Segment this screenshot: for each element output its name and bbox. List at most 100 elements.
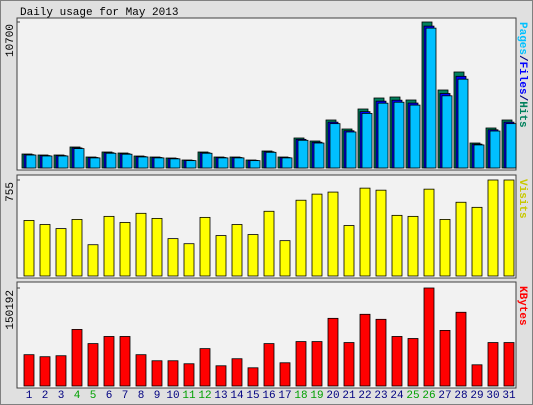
bar <box>295 199 307 277</box>
bar-group <box>343 342 355 387</box>
bar <box>391 214 403 277</box>
bar-group <box>167 238 179 277</box>
bar-group <box>135 354 147 387</box>
bar <box>103 215 115 277</box>
bar <box>295 341 307 387</box>
bar-group <box>199 216 211 277</box>
bar <box>151 360 163 387</box>
bar-group <box>295 199 307 277</box>
x-tick-label: 14 <box>230 390 244 402</box>
bar <box>327 191 339 277</box>
bar <box>183 363 195 387</box>
bar-group <box>23 220 35 277</box>
bar-group <box>231 358 243 387</box>
bar-group <box>311 341 323 387</box>
bar-group <box>87 244 99 277</box>
bar <box>73 148 85 169</box>
bar-group <box>391 214 403 277</box>
x-tick-label: 25 <box>406 390 419 402</box>
x-tick-label: 30 <box>486 390 499 402</box>
x-tick-label: 5 <box>90 390 97 402</box>
bar <box>121 153 133 169</box>
bar-group <box>375 189 387 277</box>
x-tick-label: 31 <box>502 390 516 402</box>
bar-group <box>249 160 261 169</box>
x-tick-label: 29 <box>470 390 483 402</box>
bar-group <box>359 313 371 387</box>
x-tick-label: 3 <box>58 390 65 402</box>
x-tick-label: 10 <box>166 390 179 402</box>
legend: KBytes <box>516 286 528 326</box>
bar-group <box>137 156 149 169</box>
bar-group <box>487 342 499 387</box>
bar-group <box>151 217 163 277</box>
bar <box>359 313 371 387</box>
bar-group <box>407 338 419 387</box>
bar <box>39 224 51 277</box>
bar <box>55 228 67 277</box>
x-tick-label: 2 <box>42 390 49 402</box>
legend-item: KBytes <box>516 286 528 326</box>
bar <box>329 123 341 169</box>
bar-group <box>103 215 115 277</box>
bar <box>199 348 211 387</box>
bar-group <box>265 151 277 169</box>
bar <box>407 338 419 387</box>
bar-group <box>71 329 83 387</box>
bar-group <box>393 101 405 169</box>
bar <box>87 343 99 387</box>
bar-group <box>471 364 483 387</box>
bar <box>391 336 403 387</box>
bar-group <box>503 179 515 277</box>
bar <box>393 101 405 169</box>
bar-group <box>41 155 53 169</box>
bar-group <box>39 356 51 387</box>
bar-group <box>105 152 117 169</box>
bar <box>375 189 387 277</box>
bar-group <box>407 215 419 277</box>
bar <box>247 234 259 277</box>
bar-group <box>281 157 293 169</box>
bar <box>167 360 179 387</box>
bar-group <box>327 317 339 387</box>
bar <box>503 179 515 277</box>
bar-group <box>55 228 67 277</box>
bar <box>233 157 245 169</box>
bar-group <box>441 95 453 169</box>
bar <box>247 367 259 387</box>
bar <box>343 225 355 277</box>
bar-group <box>311 193 323 277</box>
bar <box>105 152 117 169</box>
bar <box>87 244 99 277</box>
bar <box>71 329 83 387</box>
bar <box>407 215 419 277</box>
bar <box>231 224 243 277</box>
bar <box>313 142 325 169</box>
bar-group <box>201 152 213 169</box>
bar <box>487 179 499 277</box>
x-tick-label: 7 <box>122 390 129 402</box>
y-tick-label: 755 <box>5 182 17 202</box>
bar <box>265 151 277 169</box>
bar <box>487 342 499 387</box>
bar <box>263 343 275 387</box>
bar <box>311 193 323 277</box>
x-tick-label: 20 <box>326 390 339 402</box>
bar-group <box>473 144 485 169</box>
bar <box>455 311 467 387</box>
bar <box>41 155 53 169</box>
bar-group <box>359 187 371 277</box>
bar <box>409 104 421 169</box>
bar-group <box>279 240 291 277</box>
bar <box>455 201 467 277</box>
bar-group <box>23 354 35 387</box>
bar <box>425 27 437 169</box>
bar <box>151 217 163 277</box>
bar-group <box>153 157 165 169</box>
bar-group <box>89 157 101 169</box>
bar-group <box>151 360 163 387</box>
bar <box>39 356 51 387</box>
bar <box>423 188 435 277</box>
bar <box>135 354 147 387</box>
